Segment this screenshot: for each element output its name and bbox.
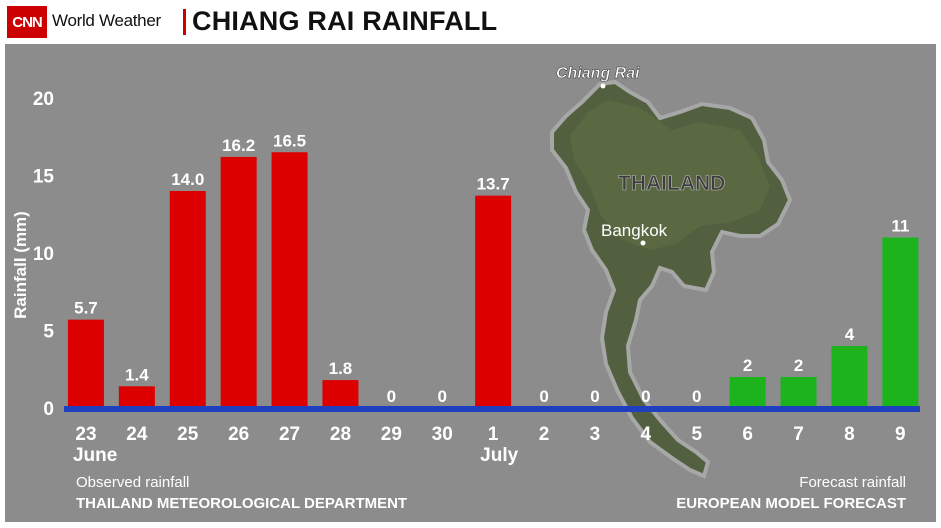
bar-value-label: 16.2 (222, 136, 255, 155)
y-tick-label: 15 (33, 167, 55, 188)
bar-value-label: 5.7 (74, 299, 98, 318)
brand-name: World Weather (52, 11, 161, 30)
x-tick-label: 27 (279, 424, 300, 445)
forecast-source: EUROPEAN MODEL FORECAST (676, 495, 906, 512)
observed-bar (169, 191, 206, 408)
x-tick-label: 3 (590, 424, 601, 445)
forecast-title: Forecast rainfall (799, 474, 906, 491)
x-tick-label: 24 (126, 424, 148, 445)
observed-bar (67, 319, 104, 408)
forecast-bar (882, 237, 919, 408)
month-label: July (480, 445, 518, 466)
y-axis-ticks: 0 5 10 15 20 (33, 89, 55, 420)
map-label-thailand: THAILAND (618, 172, 725, 195)
header-divider (183, 9, 186, 35)
cnn-logo: CNN (7, 6, 47, 38)
thailand-map: Chiang Rai THAILAND Bangkok (550, 65, 793, 479)
bar-value-label: 0 (387, 387, 396, 406)
observed-bar (271, 152, 308, 408)
bar-value-label: 0 (590, 387, 599, 406)
zero-baseline (64, 406, 920, 412)
x-tick-label: 28 (330, 424, 351, 445)
y-tick-label: 10 (33, 244, 54, 265)
x-tick-label: 5 (691, 424, 702, 445)
value-label-group: 5.7 1.4 14.0 16.2 16.5 1.8 0 0 13.7 0 0 0 0 2 2 4 11 (74, 131, 909, 406)
bar-value-label: 0 (539, 387, 548, 406)
forecast-bar (729, 377, 766, 408)
bar-value-label: 1.8 (329, 359, 353, 378)
observed-bar (220, 156, 257, 408)
y-axis-title: Rainfall (mm) (11, 211, 30, 319)
observed-bar (475, 195, 512, 408)
bar-value-label: 0 (438, 387, 447, 406)
bar-value-label: 0 (641, 387, 650, 406)
observed-bar (118, 386, 155, 408)
page-title: CHIANG RAI RAINFALL (192, 6, 498, 36)
month-labels: June July (73, 445, 519, 466)
bar-value-label: 16.5 (273, 131, 306, 150)
x-tick-label: 9 (895, 424, 906, 445)
y-tick-label: 20 (33, 89, 54, 110)
bar-value-label: 0 (692, 387, 701, 406)
bar-value-label: 2 (794, 356, 803, 375)
map-label-bangkok: Bangkok (601, 221, 668, 240)
x-tick-label: 8 (844, 424, 855, 445)
map-label-chiang-rai: Chiang Rai (556, 65, 640, 82)
forecast-bar (780, 377, 817, 408)
y-tick-label: 0 (43, 399, 54, 420)
bar-value-label: 13.7 (477, 175, 510, 194)
x-tick-label: 26 (228, 424, 249, 445)
bar-value-label: 11 (891, 217, 909, 236)
bar-value-label: 2 (743, 356, 752, 375)
x-tick-label: 29 (381, 424, 402, 445)
bar-group (67, 152, 919, 408)
x-tick-label: 23 (75, 424, 96, 445)
x-tick-label: 30 (432, 424, 453, 445)
observed-source: THAILAND METEOROLOGICAL DEPARTMENT (76, 495, 408, 512)
x-tick-label: 7 (793, 424, 804, 445)
forecast-bar (831, 346, 868, 408)
x-tick-label: 25 (177, 424, 199, 445)
x-tick-label: 6 (742, 424, 753, 445)
month-label: June (73, 445, 117, 466)
observed-title: Observed rainfall (76, 474, 190, 491)
y-tick-label: 5 (43, 322, 54, 343)
header-bar: CNN World Weather CHIANG RAI RAINFALL (0, 0, 941, 44)
x-tick-label: 1 (488, 424, 499, 445)
x-tick-label: 4 (641, 424, 652, 445)
bar-value-label: 14.0 (171, 170, 204, 189)
x-tick-label: 2 (539, 424, 550, 445)
bar-value-label: 1.4 (125, 365, 149, 384)
x-axis-ticks: 23 24 25 26 27 28 29 30 1 2 3 4 5 6 7 8 9 (75, 424, 905, 445)
chart-panel (5, 44, 936, 522)
observed-bar (322, 380, 359, 408)
bar-value-label: 4 (845, 325, 855, 344)
